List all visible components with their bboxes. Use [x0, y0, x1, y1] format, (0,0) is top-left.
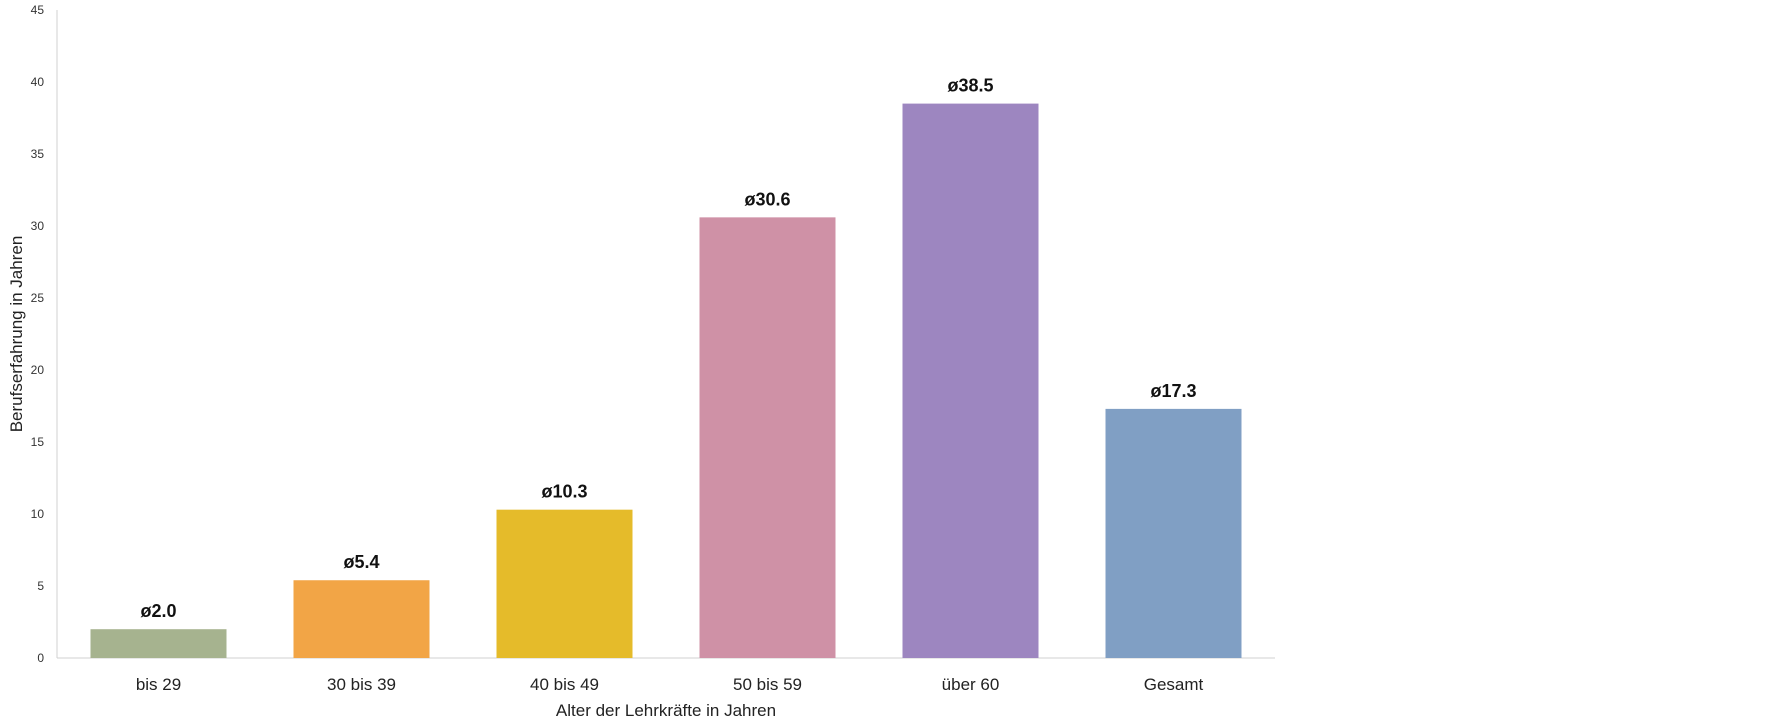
bar-series: ø2.0 ø5.4 ø10.3 ø30.6 ø38.5 ø17.3 — [90, 76, 1242, 659]
bar — [90, 629, 227, 658]
bar-data-label: ø17.3 — [1150, 381, 1196, 401]
x-category-label: 30 bis 39 — [327, 675, 396, 694]
x-category-label: 40 bis 49 — [530, 675, 599, 694]
y-tick-label: 40 — [31, 75, 45, 89]
x-category-label: Gesamt — [1144, 675, 1204, 694]
x-category-label: 50 bis 59 — [733, 675, 802, 694]
y-tick-label: 15 — [31, 435, 45, 449]
bar — [1105, 408, 1242, 658]
bar-data-label: ø30.6 — [744, 189, 790, 209]
bar-data-label: ø5.4 — [343, 552, 379, 572]
y-axis-title: Berufserfahrung in Jahren — [7, 236, 26, 433]
y-tick-label: 30 — [31, 219, 45, 233]
y-tick-label: 0 — [37, 651, 44, 665]
y-tick-label: 10 — [31, 507, 45, 521]
y-tick-label: 45 — [31, 3, 45, 17]
bar-data-label: ø38.5 — [947, 76, 993, 96]
y-axis-ticks: 0 5 10 15 20 25 30 35 40 45 — [31, 3, 45, 665]
bar — [902, 103, 1039, 659]
y-tick-label: 25 — [31, 291, 45, 305]
y-tick-label: 35 — [31, 147, 45, 161]
x-axis-categories: bis 29 30 bis 39 40 bis 49 50 bis 59 über 60… — [136, 675, 1204, 694]
y-tick-label: 5 — [37, 579, 44, 593]
x-axis-title: Alter der Lehrkräfte in Jahren — [556, 701, 776, 720]
bar-data-label: ø10.3 — [541, 482, 587, 502]
bar — [293, 580, 430, 658]
y-tick-label: 20 — [31, 363, 45, 377]
bar-data-label: ø2.0 — [140, 601, 176, 621]
x-category-label: bis 29 — [136, 675, 181, 694]
bar — [496, 509, 633, 658]
bar — [699, 217, 836, 659]
x-category-label: über 60 — [942, 675, 1000, 694]
